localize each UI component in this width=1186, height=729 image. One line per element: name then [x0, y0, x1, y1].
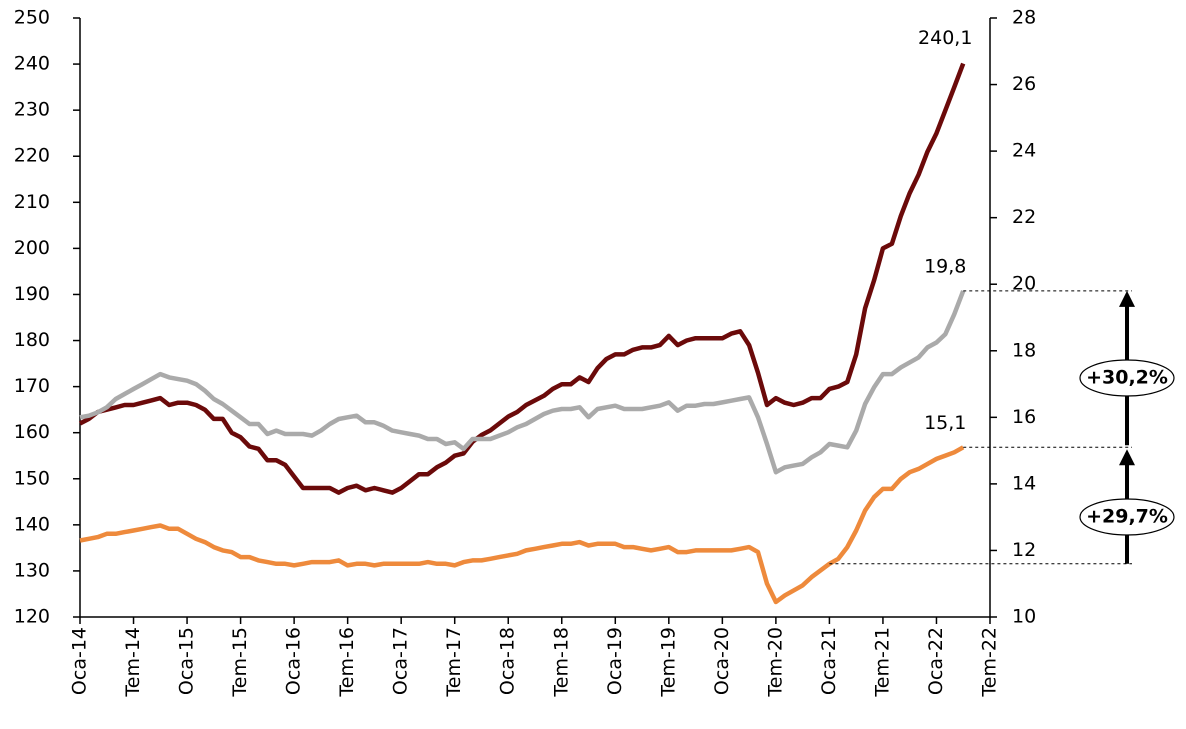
y2-tick-label: 14: [1012, 472, 1036, 494]
x-tick-label: Oca-17: [390, 627, 412, 695]
y-tick-label: 200: [14, 237, 50, 259]
x-tick-label: Tem-19: [657, 627, 679, 698]
y2-tick-label: 12: [1012, 539, 1036, 561]
y-tick-label: 240: [14, 53, 50, 75]
y-tick-label: 130: [14, 559, 50, 581]
y2-tick-label: 26: [1012, 73, 1036, 95]
x-tick-label: Tem-15: [229, 627, 251, 698]
arrow-head: [1119, 290, 1135, 307]
x-tick-label: Tem-14: [122, 627, 144, 698]
x-tick-label: Tem-21: [871, 627, 893, 698]
series-line: [79, 290, 966, 475]
arrow-head: [1119, 449, 1135, 466]
y2-tick-label: 10: [1012, 606, 1036, 628]
annotation: +29,7%: [1086, 506, 1168, 528]
x-tick-label: Tem-22: [979, 627, 1001, 698]
x-tick-label: Tem-18: [550, 627, 572, 698]
annotation-box: [1079, 359, 1175, 397]
data-label: 19,8: [924, 255, 966, 277]
x-tick-label: Oca-22: [925, 627, 947, 695]
series-line: [78, 62, 966, 495]
x-tick-label: Tem-20: [764, 627, 786, 698]
x-tick-label: Oca-19: [604, 627, 626, 695]
y-tick-label: 140: [14, 513, 50, 535]
data-label: 15,1: [924, 412, 966, 434]
y2-tick-label: 16: [1012, 406, 1036, 428]
x-tick-label: Tem-16: [336, 627, 358, 698]
y-tick-label: 160: [14, 421, 50, 443]
annotation: +30,2%: [1086, 367, 1168, 389]
data-label: 240,1: [918, 27, 972, 49]
x-tick-label: Oca-14: [69, 627, 91, 695]
y2-tick-label: 18: [1012, 339, 1036, 361]
y-tick-label: 150: [14, 467, 50, 489]
annotation-box: [1079, 498, 1175, 536]
x-tick-label: Oca-21: [818, 627, 840, 695]
y2-tick-label: 24: [1012, 140, 1036, 162]
y-tick-label: 250: [14, 7, 50, 29]
y-tick-label: 210: [14, 191, 50, 213]
y-tick-label: 230: [14, 99, 50, 121]
y-tick-label: 190: [14, 283, 50, 305]
y-tick-label: 220: [14, 145, 50, 167]
x-tick-label: Tem-17: [443, 627, 465, 698]
x-tick-label: Oca-18: [497, 627, 519, 695]
x-tick-label: Oca-16: [283, 627, 305, 695]
y-tick-label: 180: [14, 329, 50, 351]
y2-tick-label: 20: [1012, 273, 1036, 295]
y2-tick-label: 28: [1012, 7, 1036, 29]
series-line: [79, 445, 965, 605]
x-tick-label: Oca-20: [711, 627, 733, 695]
y-tick-label: 120: [14, 606, 50, 628]
x-tick-label: Oca-15: [176, 627, 198, 695]
y2-tick-label: 22: [1012, 206, 1036, 228]
y-tick-label: 170: [14, 375, 50, 397]
